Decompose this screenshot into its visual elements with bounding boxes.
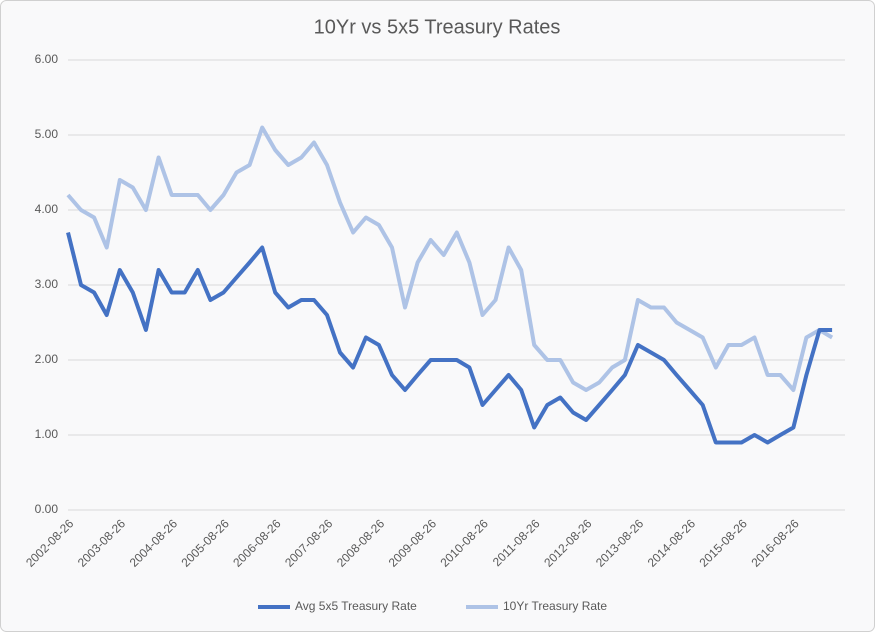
- y-tick-label: 6.00: [35, 52, 59, 66]
- legend-label: 10Yr Treasury Rate: [503, 599, 607, 613]
- y-tick-label: 2.00: [35, 352, 59, 366]
- series-line: [66, 232, 833, 445]
- series-line: [66, 125, 834, 392]
- y-tick-label: 0.00: [35, 502, 59, 516]
- chart-title: 10Yr vs 5x5 Treasury Rates: [314, 16, 561, 38]
- y-tick-label: 5.00: [35, 127, 59, 141]
- y-tick-label: 1.00: [35, 427, 59, 441]
- legend-label: Avg 5x5 Treasury Rate: [295, 599, 417, 613]
- y-tick-label: 3.00: [35, 277, 59, 291]
- y-tick-label: 4.00: [35, 202, 59, 216]
